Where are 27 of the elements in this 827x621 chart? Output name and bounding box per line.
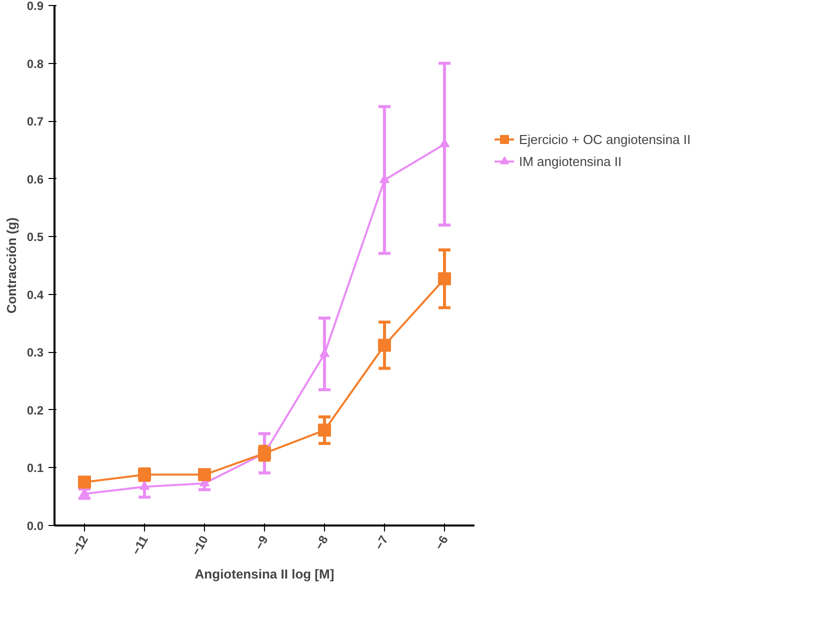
y-tick-label: 0.7: [26, 114, 44, 129]
x-tick-label: −9: [252, 532, 272, 552]
y-tick-label: 0.3: [26, 346, 44, 360]
y-tick-label: 0.9: [26, 0, 44, 13]
y-tick-label: 0.2: [26, 403, 44, 418]
x-tick-label: −8: [312, 532, 332, 552]
legend-label: IM angiotensina II: [519, 154, 622, 168]
legend-label: Ejercicio + OC angiotensina II: [519, 132, 691, 146]
x-axis-title: Angiotensina II log [M]: [194, 566, 334, 582]
point: [78, 476, 91, 489]
point: [318, 424, 331, 437]
x-tick-label: −12: [68, 532, 92, 558]
point: [438, 272, 451, 286]
y-tick-label: 0.0: [26, 519, 44, 533]
y-tick-label: 0.6: [26, 172, 44, 186]
y-tick-label: 0.4: [26, 288, 44, 302]
x-tick-label: −10: [188, 532, 212, 558]
point: [198, 468, 211, 482]
x-tick-label: −6: [432, 532, 452, 552]
y-tick-label: 0.5: [26, 230, 44, 244]
point: [140, 481, 150, 490]
y-tick-label: 0.1: [26, 461, 44, 476]
y-tick-label: 0.8: [26, 56, 44, 71]
point: [378, 338, 391, 352]
x-tick-label: −11: [129, 532, 152, 558]
x-tick-label: −7: [372, 532, 392, 552]
y-axis-title: Contracción (g): [4, 217, 19, 314]
